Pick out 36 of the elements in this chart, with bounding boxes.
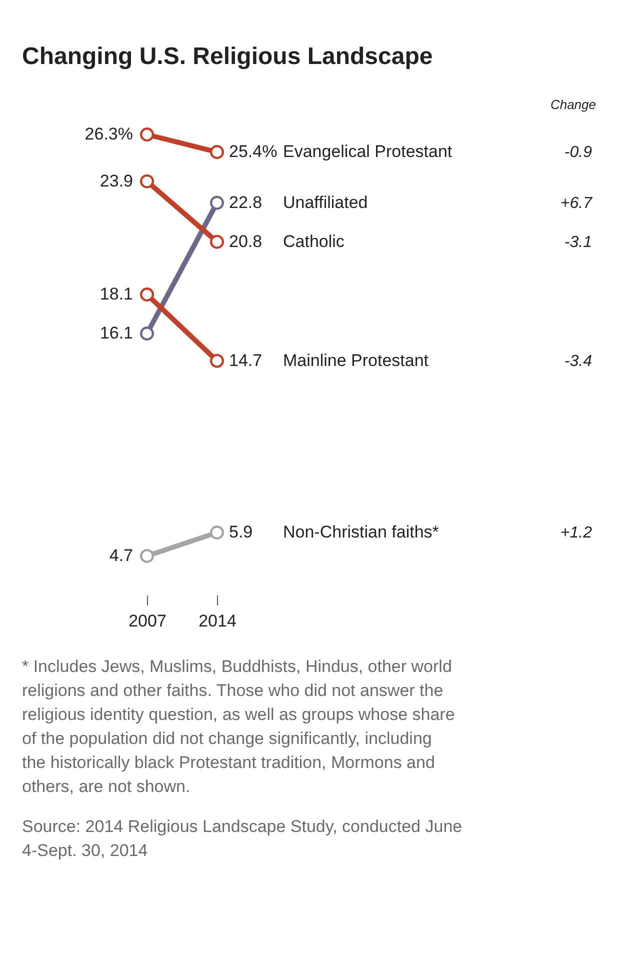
text: * Includes Jews, Muslims, Buddhists, Hindus, other world religions and other faiths. Those who did not answer the religious identity question, as well as groups whose share of the population did not change significantly, including the historically black Protestant tradition, Mormons and others, are not shown.	[22, 657, 455, 796]
data-label: 18.1	[100, 284, 133, 304]
data-label: 20.8	[229, 232, 262, 251]
text: Change	[550, 97, 596, 112]
text: +1.2	[560, 524, 592, 542]
text: Mainline Protestant	[283, 350, 429, 370]
data-label: 14.7	[229, 350, 262, 370]
data-label: 25.4%	[229, 142, 278, 162]
text: Evangelical Protestant	[283, 142, 452, 162]
text: -3.4	[564, 352, 592, 370]
point	[210, 526, 224, 540]
chart-title: Changing U.S. Religious Landscape	[22, 43, 433, 70]
data-label: 5.9	[229, 522, 253, 542]
data-label: 23.9	[100, 171, 133, 190]
data-label: 16.1	[100, 324, 133, 343]
text: Unaffiliated	[283, 192, 368, 212]
point	[210, 354, 224, 368]
text: -3.1	[564, 234, 592, 251]
x-tick-label: 2014	[198, 612, 236, 630]
text: Non-Christian faiths*	[283, 522, 440, 542]
point	[140, 174, 154, 188]
data-label: 22.8	[229, 192, 262, 212]
text: Catholic	[283, 232, 345, 251]
x-tick-label: 2007	[128, 612, 166, 630]
text: -0.9	[564, 144, 592, 162]
data-label: 4.7	[109, 546, 133, 565]
point	[140, 288, 154, 302]
text: +6.7	[560, 194, 594, 212]
data-label: 26.3%	[84, 124, 133, 144]
point	[140, 326, 154, 341]
point	[140, 128, 154, 142]
point	[210, 145, 224, 160]
source-note: Source: 2014 Religious Landscape Study, conducted June 4-Sept. 30, 2014	[22, 817, 462, 860]
point	[210, 234, 224, 249]
point	[210, 196, 224, 210]
point	[140, 548, 154, 563]
